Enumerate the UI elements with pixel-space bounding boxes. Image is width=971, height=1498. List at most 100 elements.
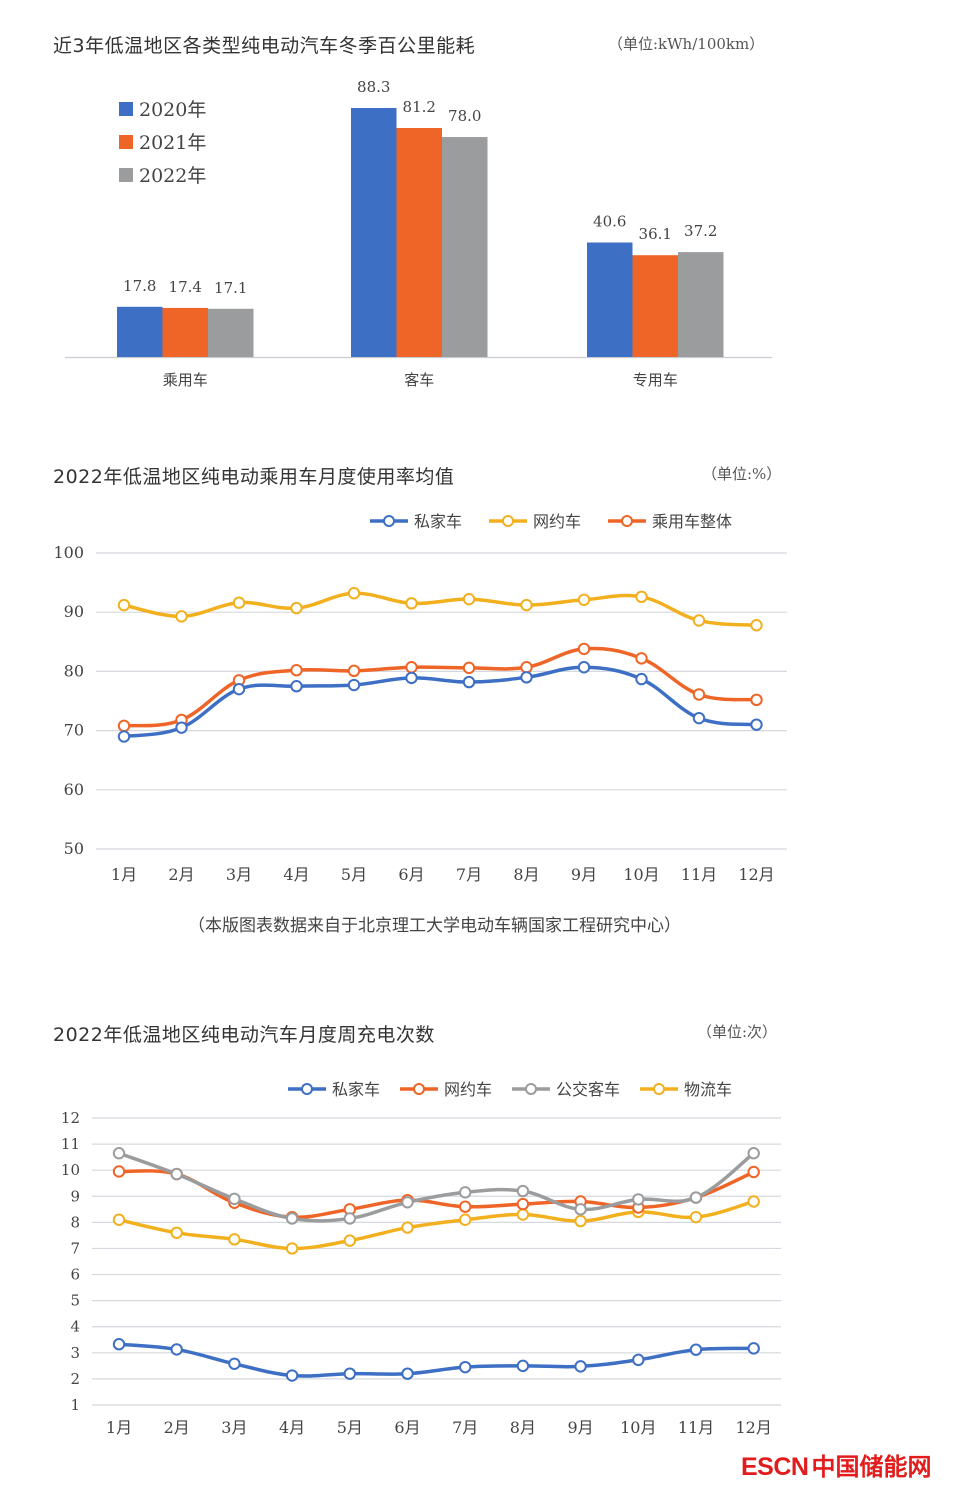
data-point xyxy=(343,1234,356,1247)
data-label: 37.2 xyxy=(684,222,717,240)
x-tick-label: 1月 xyxy=(111,865,137,884)
data-point xyxy=(170,1226,183,1240)
legend-marker xyxy=(502,515,514,527)
legend-label: 2021年 xyxy=(139,132,206,154)
data-point xyxy=(175,721,188,734)
bar-3-1 xyxy=(208,308,254,357)
legend-marker xyxy=(525,1083,537,1095)
data-point xyxy=(343,1212,356,1225)
data-point xyxy=(689,1343,703,1356)
data-point xyxy=(462,661,476,675)
bar-2-2 xyxy=(396,128,442,357)
data-label: 40.6 xyxy=(593,213,626,231)
data-label: 78.0 xyxy=(448,107,481,125)
y-tick-label: 7 xyxy=(70,1239,80,1257)
y-tick-label: 12 xyxy=(61,1109,80,1127)
data-point xyxy=(516,1208,530,1221)
data-point xyxy=(750,718,763,731)
data-point xyxy=(574,1360,587,1373)
x-tick-label: 5月 xyxy=(337,1418,363,1437)
series-line-3 xyxy=(123,646,757,728)
data-point xyxy=(170,1167,183,1181)
data-point xyxy=(635,672,648,686)
data-point xyxy=(516,1359,530,1373)
y-tick-label: 11 xyxy=(61,1135,80,1153)
legend-label: 网约车 xyxy=(533,512,581,531)
data-point xyxy=(692,688,706,701)
x-tick-label: 8月 xyxy=(513,865,539,884)
legend-label: 物流车 xyxy=(684,1080,732,1099)
source-note: （本版图表数据来自于北京理工大学电动车辆国家工程研究中心） xyxy=(188,916,681,936)
data-point xyxy=(689,1210,703,1224)
y-tick-label: 100 xyxy=(53,543,84,562)
x-tick-label: 8月 xyxy=(510,1418,536,1437)
data-point xyxy=(574,1214,587,1228)
x-tick-label: 9月 xyxy=(568,1418,594,1437)
data-point xyxy=(689,1191,703,1204)
x-tick-label: 4月 xyxy=(279,1418,305,1437)
legend-marker xyxy=(413,1083,425,1095)
data-point xyxy=(232,682,246,696)
series-line-3 xyxy=(118,1151,755,1223)
data-point xyxy=(462,592,476,606)
data-point xyxy=(405,671,418,685)
data-point xyxy=(290,601,303,615)
data-point xyxy=(290,664,303,677)
legend-label: 乘用车整体 xyxy=(652,512,732,531)
x-tick-label: 10月 xyxy=(620,1418,656,1437)
data-point xyxy=(112,1213,126,1226)
data-point xyxy=(459,1213,472,1226)
data-point xyxy=(462,675,476,689)
line-chart-usage-rate: 50 60 70 80 90 100 1月 2月 3月 4月 5月 6月 7月 8月 9月 10月 11月 12月… xyxy=(53,512,787,884)
data-point xyxy=(635,652,648,665)
series-line-4 xyxy=(118,1199,755,1251)
y-tick-label: 3 xyxy=(70,1344,80,1362)
data-label: 88.3 xyxy=(357,78,390,96)
x-tick-label: 3月 xyxy=(221,1418,247,1437)
legend-marker xyxy=(653,1083,665,1095)
data-label: 17.1 xyxy=(214,279,247,297)
data-point xyxy=(516,1184,530,1198)
data-label: 17.8 xyxy=(123,277,156,295)
x-tick-label: 9月 xyxy=(571,865,597,884)
data-point xyxy=(692,614,706,627)
legend-swatch xyxy=(119,135,133,149)
y-tick-label: 90 xyxy=(64,602,84,621)
data-point xyxy=(747,1147,760,1160)
chart2-unit: （单位:%） xyxy=(702,465,782,483)
data-point xyxy=(228,1357,241,1370)
x-tick-label: 6月 xyxy=(394,1418,420,1437)
x-tick-label: 11月 xyxy=(678,1418,714,1437)
y-tick-label: 10 xyxy=(61,1161,80,1179)
logo-name: 中国储能网 xyxy=(811,1454,932,1481)
y-tick-label: 50 xyxy=(64,839,84,858)
data-point xyxy=(285,1369,299,1382)
x-tick-label: 6月 xyxy=(398,865,424,884)
data-point xyxy=(520,598,533,612)
x-tick-label: 1月 xyxy=(106,1418,132,1437)
data-point xyxy=(747,1342,760,1355)
data-point xyxy=(228,1192,241,1206)
data-point xyxy=(577,661,591,674)
x-tick-label: 乘用车 xyxy=(163,371,208,389)
data-point xyxy=(347,664,361,678)
data-point xyxy=(347,587,361,600)
bar-2-1 xyxy=(162,307,208,357)
data-point xyxy=(750,693,763,707)
data-point xyxy=(459,1200,472,1213)
data-point xyxy=(520,671,533,684)
escn-logo: ESCN 中国储能网 xyxy=(741,1447,931,1482)
legend-label: 私家车 xyxy=(414,512,462,531)
y-tick-label: 70 xyxy=(64,721,84,740)
data-point xyxy=(635,590,648,604)
chart3-unit: （单位:次） xyxy=(697,1023,778,1041)
data-point xyxy=(285,1242,299,1255)
legend-swatch xyxy=(119,168,133,182)
x-tick-label: 7月 xyxy=(452,1418,478,1437)
legend-marker xyxy=(301,1083,313,1095)
series-line-2 xyxy=(118,1169,755,1220)
data-point xyxy=(112,1165,126,1178)
data-point xyxy=(574,1203,587,1216)
data-point xyxy=(401,1367,414,1380)
